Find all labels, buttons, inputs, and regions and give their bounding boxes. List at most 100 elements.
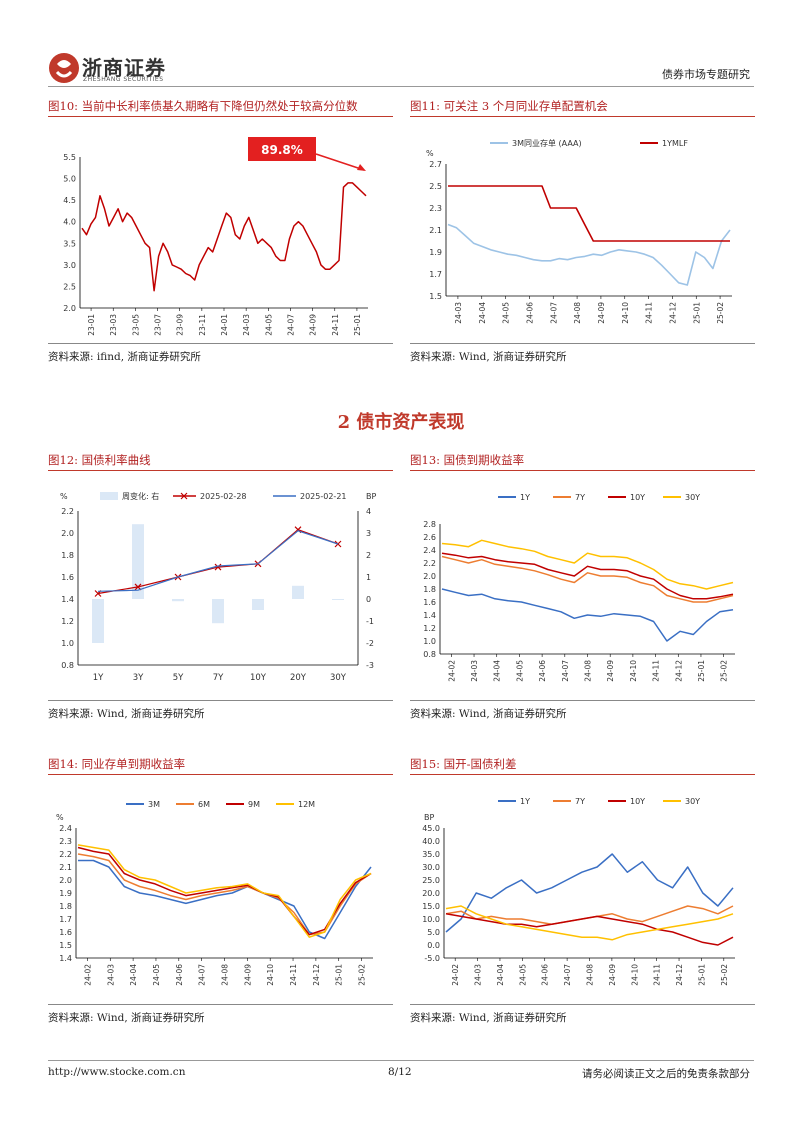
- legend-label: 30Y: [685, 493, 700, 502]
- x-tick-label: 24-07: [563, 964, 572, 986]
- y-tick-label: 2.4: [59, 824, 72, 833]
- figure-15-title-rule: [410, 774, 755, 775]
- x-tick-label: 24-10: [630, 964, 639, 986]
- x-tick-label: 23-05: [131, 314, 140, 336]
- x-tick-label: 24-05: [518, 964, 527, 986]
- y-tick-label: 0.8: [61, 661, 74, 670]
- y-tick-label: 1.6: [61, 573, 74, 582]
- x-tick-label: 24-09: [309, 314, 318, 336]
- bar-weekly-change: [332, 599, 344, 600]
- y-tick-label: 4.5: [63, 196, 76, 205]
- y2-tick-label: 2: [366, 551, 371, 560]
- legend-marker: [180, 492, 188, 500]
- figure-11-title-rule: [410, 116, 755, 117]
- x-tick-label: 24-08: [584, 660, 593, 682]
- x-tick-label: 24-04: [493, 660, 502, 682]
- figure-13-title: 图13: 国债到期收益率: [410, 453, 525, 467]
- series-line-1Y: [441, 588, 734, 642]
- y2-tick-label: -1: [366, 617, 374, 626]
- y-tick-label: 2.2: [423, 559, 436, 568]
- x-tick-label: 23-09: [176, 314, 185, 336]
- series-marker: [214, 563, 222, 571]
- x-tick-label: 25-01: [697, 964, 706, 986]
- y-tick-label: -5.0: [424, 954, 440, 963]
- y-tick-label: 2.6: [423, 533, 436, 542]
- y-tick-label: 2.1: [429, 226, 442, 235]
- x-tick-label: 23-01: [87, 314, 96, 336]
- legend-label: 2025-02-21: [300, 492, 347, 501]
- y2-tick-label: -2: [366, 639, 374, 648]
- y-tick-label: 2.0: [63, 304, 76, 313]
- x-tick-label: 24-09: [597, 302, 606, 324]
- figure-13-title-rule: [410, 470, 755, 471]
- footer-url[interactable]: http://www.stocke.com.cn: [48, 1066, 186, 1078]
- x-tick-label: 30Y: [330, 673, 347, 683]
- x-tick-label: 10Y: [250, 673, 267, 683]
- series-line-30Y: [441, 539, 734, 590]
- y2-tick-label: 0: [366, 595, 371, 604]
- x-tick-label: 24-12: [675, 964, 684, 986]
- y-tick-label: 25.0: [422, 876, 440, 885]
- x-tick-label: 24-12: [668, 302, 677, 324]
- x-tick-label: 24-09: [243, 964, 252, 986]
- x-tick-label: 7Y: [213, 673, 224, 683]
- legend-label: 2025-02-28: [200, 492, 247, 501]
- x-tick-label: 24-01: [220, 314, 229, 336]
- x-tick-label: 24-08: [586, 964, 595, 986]
- figure-10-source-rule: [48, 343, 393, 344]
- x-tick-label: 24-08: [573, 302, 582, 324]
- x-tick-label: 3Y: [133, 673, 144, 683]
- y-axis-unit: %: [56, 813, 64, 822]
- x-tick-label: 24-03: [106, 964, 115, 986]
- y-tick-label: 0.0: [427, 941, 440, 950]
- brand-name-en: ZHESHANG SECURITIES: [83, 76, 164, 83]
- figure-12-title-rule: [48, 470, 393, 471]
- figure-14-chart: 2.4 2.3 2.2 2.1 2.0 1.9 1.8 1.7 1.6 1.5 1.4% 24-02 2…: [56, 800, 373, 986]
- x-tick-label: 23-11: [198, 314, 207, 336]
- figure-10-title: 图10: 当前中长利率债基久期略有下降但仍然处于较高分位数: [48, 99, 358, 113]
- y2-tick-label: 1: [366, 573, 371, 582]
- x-tick-label: 24-03: [470, 660, 479, 682]
- x-tick-label: 24-07: [549, 302, 558, 324]
- legend-swatch-bar: [100, 492, 118, 500]
- figure-13-source: 资料来源: Wind, 浙商证券研究所: [410, 708, 567, 720]
- y-tick-label: 5.0: [63, 175, 76, 184]
- y2-tick-label: 4: [366, 507, 371, 516]
- figure-13-chart: 2.8 2.6 2.4 2.2 2.0 1.8 1.6 1.4 1.2 1.0 0.8 24-02 24…: [423, 493, 735, 682]
- y-tick-label: 2.0: [61, 529, 74, 538]
- x-tick-label: 24-02: [83, 964, 92, 986]
- bar-weekly-change: [252, 599, 264, 610]
- y-axis-unit: BP: [424, 813, 434, 822]
- x-tick-label: 24-10: [621, 302, 630, 324]
- annotation-arrowhead: [357, 164, 366, 171]
- y-tick-label: 1.5: [59, 941, 72, 950]
- legend-label: 3M同业存单 (AAA): [512, 138, 582, 148]
- x-tick-label: 24-11: [645, 302, 654, 324]
- x-tick-label: 24-11: [331, 314, 340, 336]
- legend-label: 1Y: [520, 493, 530, 502]
- figure-11-source-rule: [410, 343, 755, 344]
- x-tick-label: 25-02: [720, 964, 729, 986]
- x-tick-label: 24-03: [474, 964, 483, 986]
- y-tick-label: 3.0: [63, 261, 76, 270]
- series-line-1Y: [445, 853, 734, 933]
- y-tick-label: 1.0: [423, 637, 436, 646]
- x-tick-label: 24-09: [608, 964, 617, 986]
- series-line-12M: [77, 844, 372, 938]
- x-tick-label: 24-06: [175, 964, 184, 986]
- series-line-30Y: [445, 905, 734, 941]
- y-tick-label: 2.2: [61, 507, 74, 516]
- x-tick-label: 24-07: [198, 964, 207, 986]
- annotation-label: 89.8%: [261, 143, 303, 157]
- legend-label: 30Y: [685, 797, 700, 806]
- y-tick-label: 1.7: [59, 915, 72, 924]
- figure-15-source: 资料来源: Wind, 浙商证券研究所: [410, 1012, 567, 1024]
- legend-label: 10Y: [630, 493, 645, 502]
- x-tick-label: 23-03: [109, 314, 118, 336]
- x-tick-label: 24-03: [242, 314, 251, 336]
- y-tick-label: 10.0: [422, 915, 440, 924]
- report-type: 债券市场专题研究: [662, 68, 750, 81]
- x-tick-label: 24-06: [538, 660, 547, 682]
- x-tick-label: 25-02: [716, 302, 725, 324]
- brand-name: 浙商证券: [82, 56, 166, 80]
